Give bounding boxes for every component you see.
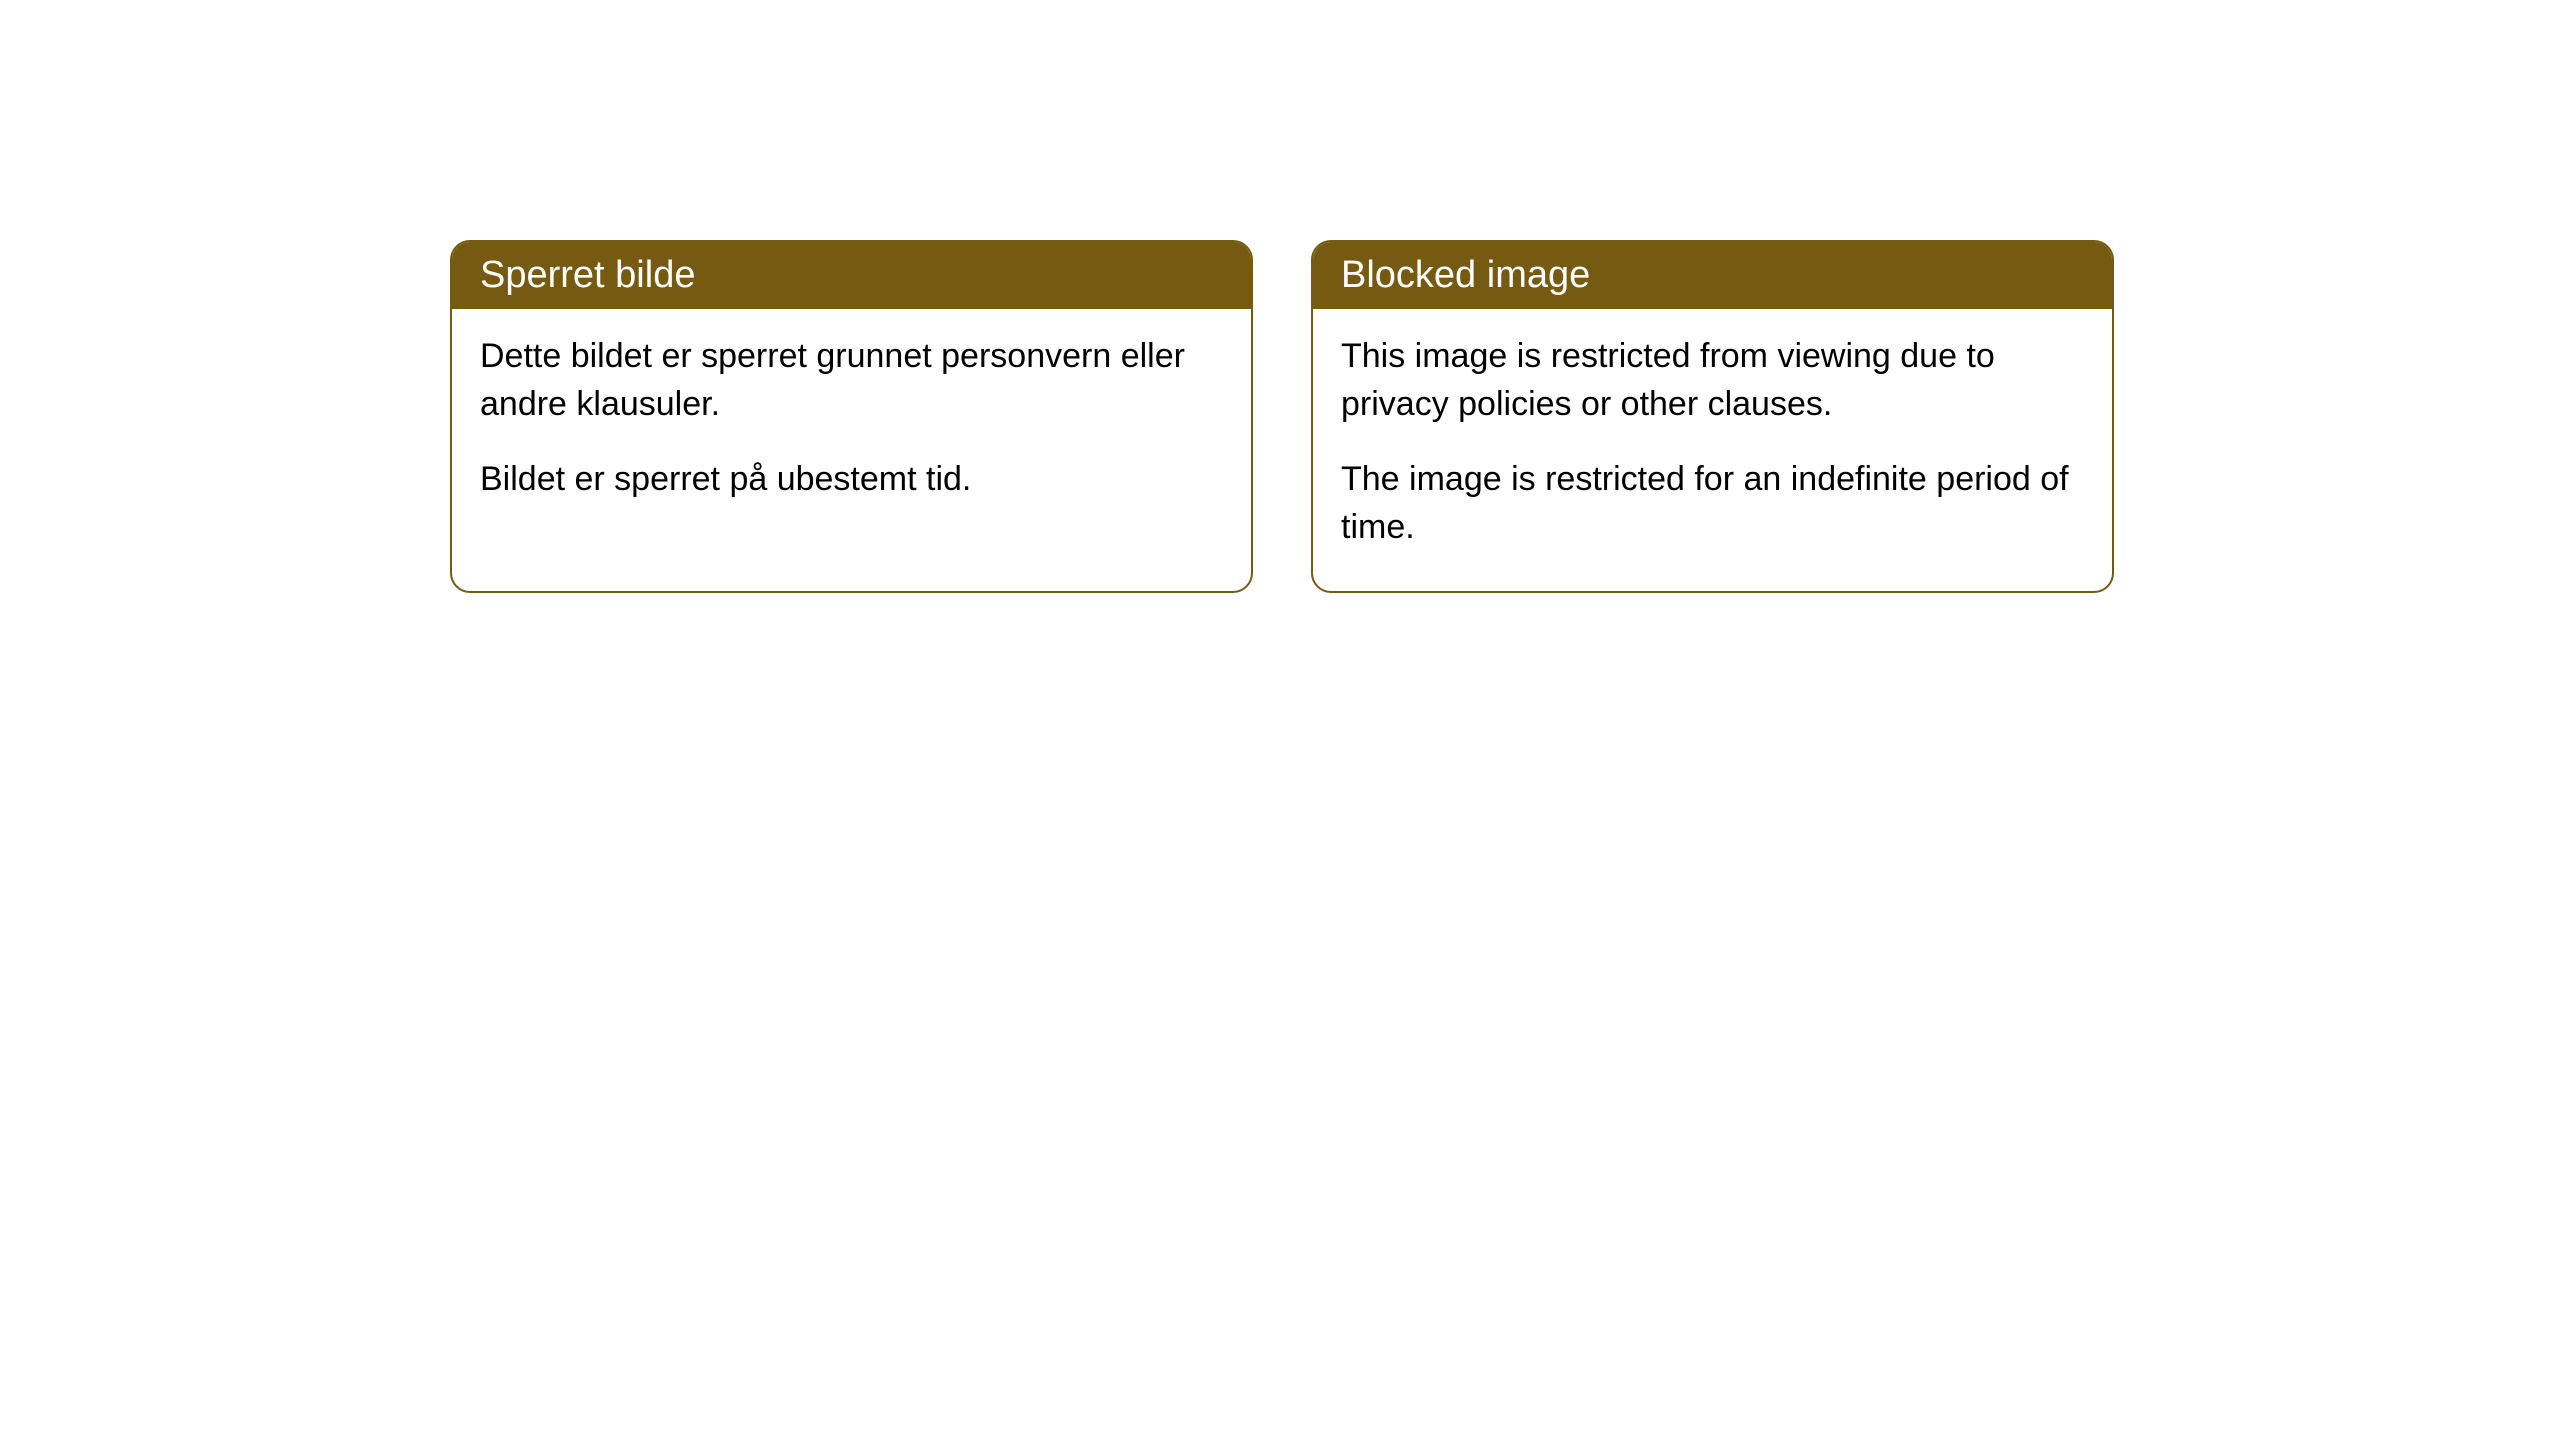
card-text-norwegian-1: Dette bildet er sperret grunnet personve…	[480, 333, 1223, 428]
card-text-english-1: This image is restricted from viewing du…	[1341, 333, 2084, 428]
card-header-norwegian: Sperret bilde	[452, 242, 1251, 309]
card-text-norwegian-2: Bildet er sperret på ubestemt tid.	[480, 456, 1223, 504]
card-header-english: Blocked image	[1313, 242, 2112, 309]
card-body-norwegian: Dette bildet er sperret grunnet personve…	[452, 309, 1251, 544]
card-text-english-2: The image is restricted for an indefinit…	[1341, 456, 2084, 551]
notice-card-norwegian: Sperret bilde Dette bildet er sperret gr…	[450, 240, 1253, 593]
card-body-english: This image is restricted from viewing du…	[1313, 309, 2112, 591]
notice-cards-container: Sperret bilde Dette bildet er sperret gr…	[450, 240, 2560, 593]
notice-card-english: Blocked image This image is restricted f…	[1311, 240, 2114, 593]
card-title-english: Blocked image	[1341, 254, 1590, 296]
card-title-norwegian: Sperret bilde	[480, 254, 695, 296]
